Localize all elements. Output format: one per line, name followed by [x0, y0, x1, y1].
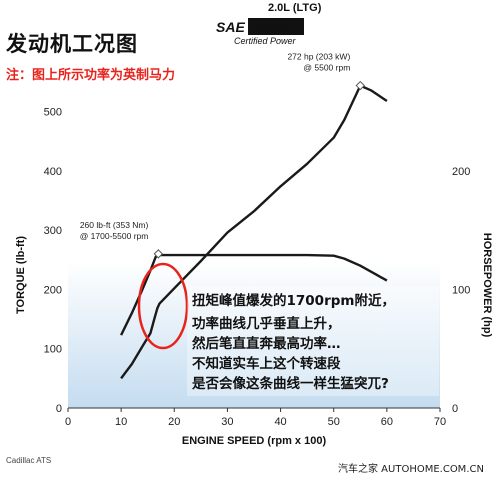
x-tick-label: 20: [168, 416, 180, 428]
highlight-circle: [137, 262, 189, 350]
site-watermark: 汽车之家 AUTOHOME.COM.CN: [338, 464, 484, 475]
annotation-box: [187, 286, 439, 396]
x-tick-label: 30: [221, 416, 233, 428]
annotation-line: 然后笔直直奔最高功率…: [192, 335, 341, 352]
y2-tick-label: 200: [452, 166, 470, 178]
sae-logo-text: SAE J1349: [216, 19, 288, 35]
x-tick-label: 60: [381, 416, 393, 428]
model-name: Cadillac ATS: [6, 456, 52, 465]
y-tick-label: 100: [44, 344, 62, 356]
plot-area: [68, 82, 440, 408]
y-tick-label: 0: [56, 403, 62, 415]
y-tick-label: 200: [44, 284, 62, 296]
annotation-line: 是否会像这条曲线一样生猛突兀?: [192, 375, 389, 392]
page-title: 发动机工况图: [6, 32, 138, 56]
annotation-text: 扭矩峰值爆发的1700rpm附近， 功率曲线几乎垂直上升， 然后笔直直奔最高功率…: [192, 292, 395, 392]
x-tick-label: 70: [434, 416, 446, 428]
x-tick-label: 10: [115, 416, 127, 428]
x-tick-label: 40: [274, 416, 286, 428]
unit-note: 注：图上所示功率为英制马力: [6, 68, 176, 83]
sae-logo: SAE J1349: [214, 18, 304, 36]
y-tick-label: 500: [44, 107, 62, 119]
peak-label: 260 lb-ft (353 Nm): [80, 220, 149, 230]
peak-label: @ 1700-5500 rpm: [80, 231, 149, 241]
engine-label: 2.0L (LTG): [268, 2, 322, 14]
certified-power-text: Certified Power: [234, 36, 296, 46]
y2-axis-label: HORSEPOWER (hp): [481, 233, 493, 338]
x-axis-label: ENGINE SPEED (rpm x 100): [182, 435, 327, 447]
x-tick-label: 0: [65, 416, 71, 428]
y-axis-label: TORQUE (lb-ft): [15, 236, 27, 314]
annotation-line: 功率曲线几乎垂直上升，: [192, 315, 341, 332]
y2-tick-label: 0: [452, 403, 458, 415]
peak-marker: [153, 249, 164, 259]
peak-label: @ 5500 rpm: [303, 63, 350, 73]
peak-label: 272 hp (203 kW): [287, 52, 350, 62]
y-tick-label: 300: [44, 225, 62, 237]
series-line-torque: [120, 253, 388, 336]
annotation-line: 扭矩峰值爆发的1700rpm附近，: [192, 292, 395, 309]
series-line-horsepower: [120, 84, 388, 380]
x-tick-label: 50: [328, 416, 340, 428]
peak-marker: [355, 80, 365, 91]
annotation-line: 不知道实车上这个转速段: [192, 355, 341, 372]
y2-tick-label: 100: [452, 284, 470, 296]
y-tick-label: 400: [44, 166, 62, 178]
